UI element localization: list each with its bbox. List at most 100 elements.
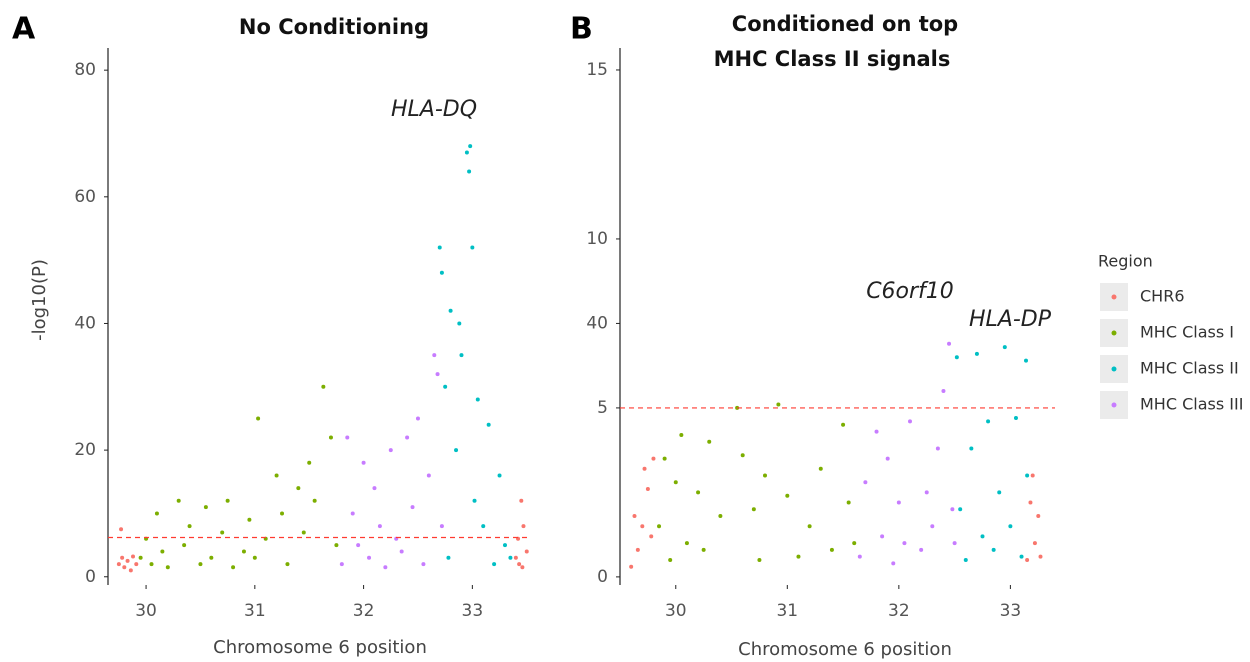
snp-point xyxy=(209,555,214,560)
snp-point xyxy=(696,490,701,495)
snp-point xyxy=(521,524,526,529)
snp-point xyxy=(472,498,477,503)
snp-point xyxy=(635,547,640,552)
x-tick-label: 30 xyxy=(135,601,157,621)
snp-point xyxy=(740,453,745,458)
snp-point xyxy=(997,490,1002,495)
snp-point xyxy=(935,446,940,451)
x-tick-label: 31 xyxy=(776,601,798,621)
snp-point xyxy=(651,456,656,461)
snp-point xyxy=(296,486,301,491)
snp-point xyxy=(231,565,236,570)
snp-point xyxy=(950,507,955,512)
snp-point xyxy=(410,505,415,510)
snp-point xyxy=(930,524,935,529)
snp-point xyxy=(128,568,133,573)
y-tick-label: 20 xyxy=(74,440,96,460)
snp-point xyxy=(519,498,524,503)
snp-point xyxy=(131,554,136,559)
snp-point xyxy=(517,562,522,567)
snp-point xyxy=(372,486,377,491)
snp-point xyxy=(405,435,410,440)
snp-point xyxy=(486,422,491,427)
snp-point xyxy=(673,480,678,485)
snp-point xyxy=(203,505,208,510)
snp-point xyxy=(662,456,667,461)
x-tick-label: 32 xyxy=(888,601,910,621)
snp-point xyxy=(880,534,885,539)
snp-point xyxy=(165,565,170,570)
snp-point xyxy=(645,487,650,492)
snp-point xyxy=(321,384,326,389)
snp-point xyxy=(356,543,361,548)
legend-label: MHC Class I xyxy=(1140,323,1234,342)
x-tick-label: 30 xyxy=(665,601,687,621)
snp-point xyxy=(1025,557,1030,562)
legend-dot xyxy=(1111,366,1117,372)
legend-dot xyxy=(1111,294,1117,300)
snp-point xyxy=(1025,473,1030,478)
snp-point xyxy=(160,549,165,554)
snp-point xyxy=(1028,500,1033,505)
snp-point xyxy=(852,541,857,546)
snp-point xyxy=(467,169,472,174)
snp-point xyxy=(776,402,781,407)
snp-point xyxy=(974,351,979,356)
snp-point xyxy=(125,558,130,563)
snp-point xyxy=(497,473,502,478)
snp-point xyxy=(952,541,957,546)
snp-point xyxy=(475,397,480,402)
snp-point xyxy=(874,429,879,434)
snp-point xyxy=(908,419,912,424)
snp-point xyxy=(256,416,261,421)
snp-point xyxy=(679,432,684,437)
snp-point xyxy=(439,270,444,275)
y-tick-label: 60 xyxy=(74,187,96,207)
snp-point xyxy=(1030,473,1035,478)
snp-point xyxy=(629,564,634,569)
snp-point xyxy=(274,473,279,478)
snp-point xyxy=(863,480,868,485)
snp-point xyxy=(640,524,645,529)
snp-point xyxy=(138,555,143,560)
snp-point xyxy=(383,565,388,570)
y-tick-label: 0 xyxy=(597,567,608,587)
snp-point xyxy=(247,517,252,522)
snp-point xyxy=(437,245,442,250)
snp-point xyxy=(154,511,159,516)
snp-point xyxy=(350,511,355,516)
snp-point xyxy=(361,460,366,465)
snp-point xyxy=(642,466,647,471)
snp-point xyxy=(513,555,518,560)
snp-point xyxy=(857,554,862,559)
snp-point xyxy=(1019,554,1024,559)
snp-point xyxy=(796,554,801,559)
chart-title: MHC Class II signals xyxy=(714,47,951,71)
chart-title: Conditioned on top xyxy=(732,12,958,36)
snp-point xyxy=(470,245,475,250)
snp-point xyxy=(1002,345,1007,350)
snp-point xyxy=(116,562,121,567)
snp-point xyxy=(448,308,453,313)
legend-label: MHC Class II xyxy=(1140,359,1239,378)
snp-point xyxy=(524,549,529,554)
snp-point xyxy=(757,557,762,562)
snp-point xyxy=(986,419,991,424)
snp-point xyxy=(891,561,896,566)
snp-point xyxy=(241,549,246,554)
snp-point xyxy=(502,543,507,548)
x-axis-label: Chromosome 6 position xyxy=(213,637,427,658)
snp-point xyxy=(252,555,257,560)
snp-point xyxy=(198,562,203,567)
snp-point xyxy=(947,341,952,346)
y-tick-label: 40 xyxy=(586,313,608,333)
snp-point xyxy=(684,541,689,546)
legend-label: MHC Class III xyxy=(1140,395,1243,414)
snp-point xyxy=(435,372,440,377)
gene-annotation: HLA-DQ xyxy=(391,97,477,122)
snp-point xyxy=(307,460,312,465)
snp-point xyxy=(446,555,451,560)
snp-point xyxy=(377,524,382,529)
snp-point xyxy=(969,446,974,451)
y-tick-label: 15 xyxy=(586,60,608,80)
